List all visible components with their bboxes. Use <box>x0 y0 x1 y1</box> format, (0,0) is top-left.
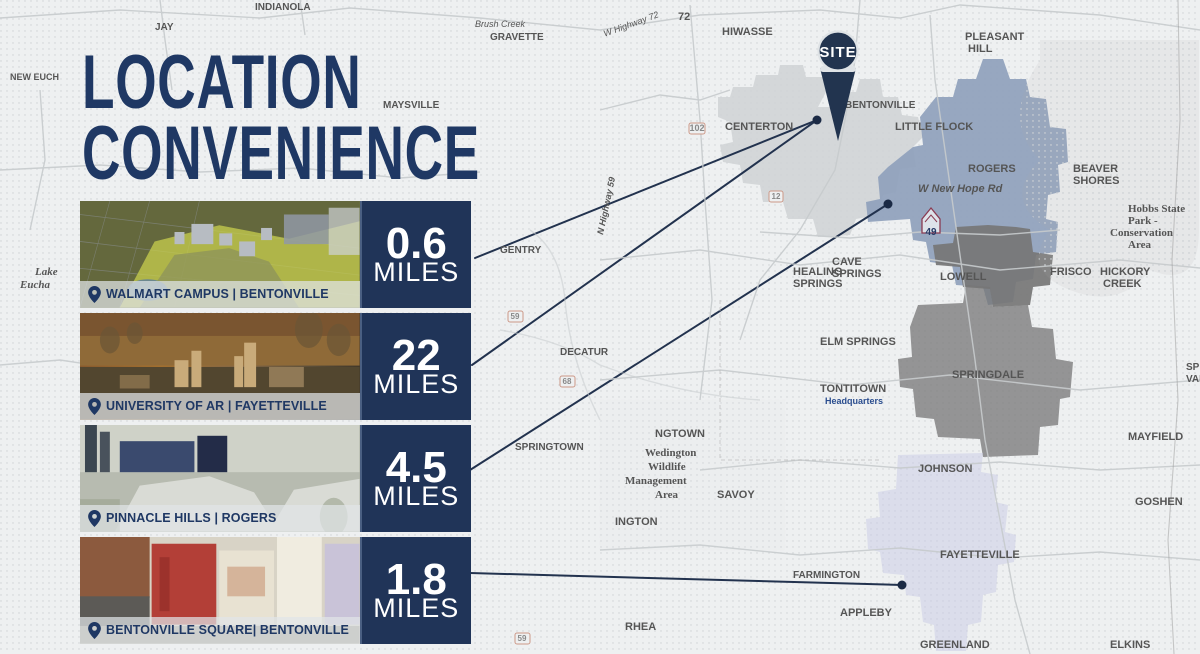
svg-text:RHEA: RHEA <box>625 621 656 633</box>
svg-text:SITE: SITE <box>819 44 856 61</box>
svg-text:SPRINGDALE: SPRINGDALE <box>952 369 1024 381</box>
svg-text:12: 12 <box>772 192 781 201</box>
svg-text:JAY: JAY <box>155 22 174 33</box>
svg-text:GOSHEN: GOSHEN <box>1135 496 1183 508</box>
svg-text:GENTRY: GENTRY <box>500 245 542 256</box>
svg-text:Area: Area <box>1128 239 1152 251</box>
svg-text:W New Hope Rd: W New Hope Rd <box>918 183 1003 195</box>
svg-text:59: 59 <box>511 312 520 321</box>
svg-text:INGTON: INGTON <box>615 516 658 528</box>
svg-text:HIWASSE: HIWASSE <box>722 26 773 38</box>
svg-text:FARMINGTON: FARMINGTON <box>793 570 860 581</box>
svg-text:DECATUR: DECATUR <box>560 347 609 358</box>
svg-text:Brush Creek: Brush Creek <box>475 19 526 29</box>
svg-text:Lake: Lake <box>34 266 58 278</box>
svg-text:ROGERS: ROGERS <box>968 163 1016 175</box>
svg-text:INDIANOLA: INDIANOLA <box>255 2 311 13</box>
svg-text:PLEASANT: PLEASANT <box>965 31 1025 43</box>
svg-text:VALLE: VALLE <box>1186 374 1200 385</box>
svg-text:CAVE: CAVE <box>832 256 862 268</box>
svg-text:Wedington: Wedington <box>645 447 696 459</box>
svg-text:APPLEBY: APPLEBY <box>840 607 893 619</box>
svg-text:SHORES: SHORES <box>1073 175 1119 187</box>
svg-text:LITTLE FLOCK: LITTLE FLOCK <box>895 121 973 133</box>
svg-text:Hobbs State: Hobbs State <box>1128 203 1185 215</box>
svg-text:ELM SPRINGS: ELM SPRINGS <box>820 336 896 348</box>
svg-text:BEAVER: BEAVER <box>1073 163 1118 175</box>
svg-text:HILL: HILL <box>968 43 993 55</box>
svg-text:JOHNSON: JOHNSON <box>918 463 972 475</box>
svg-text:BENTONVILLE: BENTONVILLE <box>845 100 916 111</box>
svg-text:NEW EUCH: NEW EUCH <box>10 72 59 82</box>
svg-text:FRISCO: FRISCO <box>1050 266 1092 278</box>
svg-text:CENTERTON: CENTERTON <box>725 121 793 133</box>
svg-text:59: 59 <box>518 634 527 643</box>
svg-text:ELKINS: ELKINS <box>1110 639 1150 651</box>
svg-text:68: 68 <box>563 377 572 386</box>
svg-text:GREENLAND: GREENLAND <box>920 639 990 651</box>
svg-text:MAYFIELD: MAYFIELD <box>1128 431 1183 443</box>
svg-text:SPRINGTOWN: SPRINGTOWN <box>515 442 584 453</box>
svg-text:Headquarters: Headquarters <box>825 396 883 406</box>
svg-text:TONTITOWN: TONTITOWN <box>820 383 886 395</box>
svg-text:CREEK: CREEK <box>1103 278 1142 290</box>
svg-text:Eucha: Eucha <box>19 279 50 291</box>
svg-text:72: 72 <box>678 11 690 23</box>
svg-text:Park -: Park - <box>1128 215 1158 227</box>
svg-text:Wildlife: Wildlife <box>648 461 686 473</box>
svg-text:NGTOWN: NGTOWN <box>655 428 705 440</box>
svg-text:GRAVETTE: GRAVETTE <box>490 32 544 43</box>
svg-text:49: 49 <box>925 227 937 238</box>
svg-text:SAVOY: SAVOY <box>717 489 755 501</box>
svg-text:SPRIN: SPRIN <box>1186 362 1200 373</box>
svg-text:SPRINGS: SPRINGS <box>832 268 882 280</box>
svg-text:Area: Area <box>655 489 679 501</box>
svg-text:Conservation: Conservation <box>1110 227 1173 239</box>
svg-text:LOWELL: LOWELL <box>940 271 987 283</box>
svg-text:Management: Management <box>625 475 687 487</box>
svg-text:HICKORY: HICKORY <box>1100 266 1151 278</box>
svg-text:FAYETTEVILLE: FAYETTEVILLE <box>940 549 1020 561</box>
svg-text:102: 102 <box>689 123 704 133</box>
